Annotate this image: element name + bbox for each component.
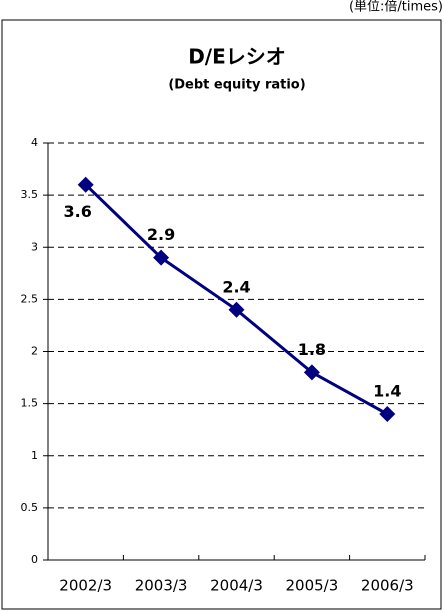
y-tick-label: 2.5 — [21, 292, 39, 305]
data-label: 3.6 — [64, 202, 92, 221]
chart-title: D/Eレシオ — [188, 45, 286, 69]
data-point — [303, 364, 320, 381]
y-tick-label: 1.5 — [21, 397, 39, 410]
y-tick-label: 0 — [31, 553, 38, 566]
data-point — [153, 249, 170, 266]
y-tick-label: 3.5 — [21, 188, 39, 201]
data-label: 1.8 — [298, 340, 326, 359]
y-tick-label: 3 — [31, 240, 38, 253]
data-point — [77, 176, 94, 193]
y-tick-label: 0.5 — [21, 501, 39, 514]
y-tick-label: 2 — [31, 345, 38, 358]
data-label: 2.4 — [222, 277, 250, 296]
data-point — [228, 301, 245, 318]
chart-border — [1, 19, 442, 610]
unit-label: (単位:倍/times) — [349, 0, 443, 15]
data-label: 1.4 — [373, 382, 401, 401]
y-tick-label: 4 — [31, 136, 38, 149]
x-tick-label: 2005/3 — [286, 577, 339, 595]
data-label: 2.9 — [147, 225, 175, 244]
x-tick-label: 2002/3 — [59, 577, 112, 595]
x-tick-label: 2003/3 — [135, 577, 188, 595]
data-point — [379, 406, 396, 423]
x-tick-label: 2004/3 — [210, 577, 263, 595]
x-tick-label: 2006/3 — [361, 577, 414, 595]
y-tick-label: 1 — [31, 449, 38, 462]
chart-subtitle: (Debt equity ratio) — [168, 78, 305, 93]
